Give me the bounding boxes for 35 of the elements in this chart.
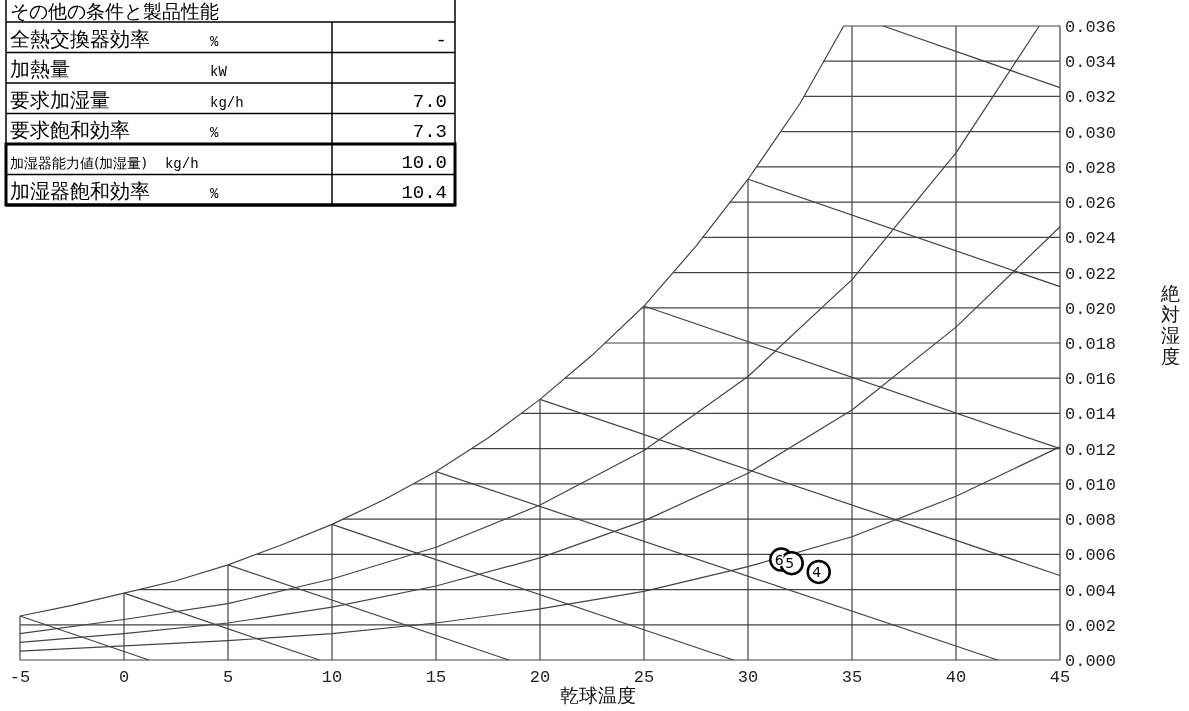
y-tick-label: 0.026 — [1065, 194, 1117, 214]
x-axis-title: 乾球温度 — [560, 684, 636, 706]
x-tick-label: 35 — [841, 668, 863, 687]
y-tick-label: 0.020 — [1065, 299, 1117, 319]
y-tick-label: 0.016 — [1065, 370, 1117, 390]
y-tick-label: 0.034 — [1065, 53, 1117, 73]
x-tick-label: 40 — [945, 668, 967, 687]
y-tick-label: 0.008 — [1065, 511, 1117, 531]
y-tick-label: 0.004 — [1065, 581, 1117, 601]
y-tick-label: 0.024 — [1065, 229, 1117, 249]
x-tick-label: 10 — [321, 668, 343, 687]
x-tick-label: 15 — [425, 668, 447, 687]
y-tick-label: 0.022 — [1065, 264, 1117, 284]
y-tick-label: 0.032 — [1065, 88, 1117, 108]
x-tick-label: 30 — [737, 668, 759, 687]
x-tick-label: 0 — [118, 668, 130, 687]
y-tick-label: 0.012 — [1065, 440, 1117, 460]
y-tick-label: 0.002 — [1065, 616, 1117, 636]
y-tick-label: 0.010 — [1065, 475, 1117, 495]
annotation: 4 — [812, 563, 822, 580]
x-tick-label: 25 — [633, 668, 655, 687]
x-tick-label: 20 — [529, 668, 551, 687]
y-tick-label: 0.028 — [1065, 158, 1117, 178]
annotation: 5 — [785, 555, 795, 572]
y-axis-title: 絶対湿度 — [1159, 282, 1180, 367]
y-tick-label: 0.014 — [1065, 405, 1117, 425]
y-tick-label: 0.036 — [1065, 18, 1117, 37]
y-tick-label: 0.000 — [1065, 652, 1117, 671]
x-tick-label: -5 — [9, 668, 31, 687]
table: その他の条件と製品性能 全熱交換器効率 % - 加熱量 kW 要求加湿量 kg/h 7.0 要求飽和効率 % 7.3 加湿器能力値(加湿量) kg/h 10.0 加湿器飽和効率 % 10.4 — [4, 0, 457, 207]
y-tick-label: 0.018 — [1065, 335, 1117, 354]
x-tick-label: 5 — [222, 668, 234, 687]
x-tick-label: 45 — [1049, 668, 1071, 687]
y-tick-label: 0.030 — [1065, 123, 1117, 143]
y-tick-label: 0.006 — [1065, 546, 1117, 566]
